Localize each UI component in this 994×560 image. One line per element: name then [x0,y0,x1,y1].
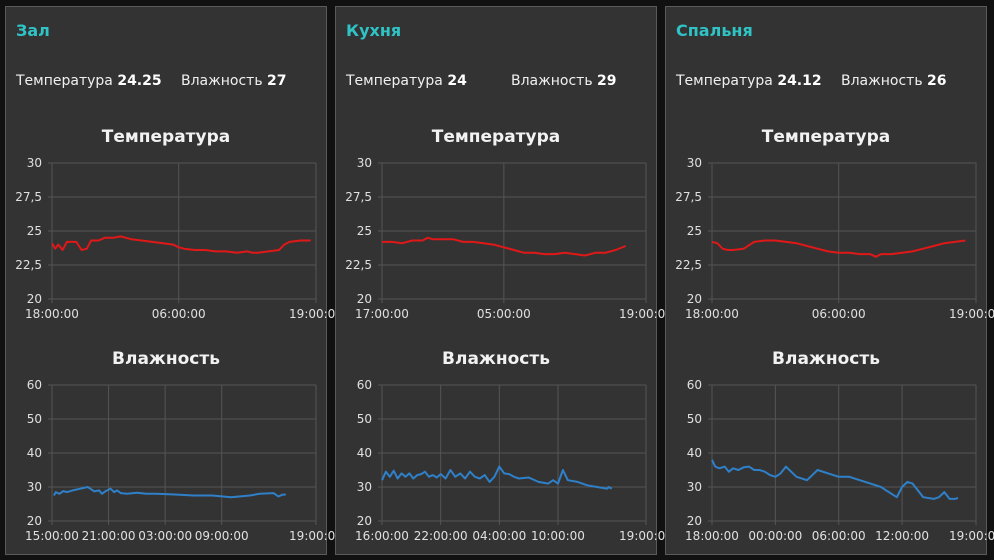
x-tick-label: 12:00:00 [875,529,929,543]
series-line [711,239,966,258]
y-tick-label: 60 [27,378,42,392]
x-tick-label: 18:00:00 [685,307,739,321]
y-tick-label: 22,5 [15,258,42,272]
y-tick-label: 27,5 [345,190,372,204]
humidity-reading: Влажность 29 [511,73,617,89]
y-tick-label: 50 [27,412,42,426]
temperature-reading: Температура 24.25 [16,73,162,89]
y-tick-label: 25 [687,224,702,238]
y-tick-label: 50 [357,412,372,426]
y-tick-label: 20 [27,514,42,528]
x-tick-label: 06:00:00 [812,529,866,543]
panel-title: Спальня [676,21,753,40]
y-tick-label: 60 [687,378,702,392]
x-tick-label: 18:00:00 [25,307,79,321]
x-tick-label: 21:00:00 [82,529,136,543]
x-tick-label: 15:00:00 [25,529,79,543]
y-tick-label: 40 [27,446,42,460]
x-tick-label: 09:00:00 [195,529,249,543]
humidity-value: 29 [597,73,617,89]
y-tick-label: 30 [357,156,372,170]
y-tick-label: 20 [687,514,702,528]
temperature-value: 24 [447,73,467,89]
x-tick-label: 19:00:00 [949,529,994,543]
series-line [382,236,627,257]
x-tick-label: 19:00:00 [949,307,994,321]
y-tick-label: 20 [687,292,702,306]
room-panel-hall: Зал Температура 24.25 Влажность 27 Темпе… [5,6,343,555]
y-tick-label: 30 [357,480,372,494]
temperature-chart: 20 22,5 25 27,5 30 18:00:00 06:00:00 19:00:00 [675,156,994,321]
temperature-value: 24.12 [777,73,822,89]
temperature-label: Температура [346,73,443,89]
temperature-chart: 20 22,5 25 27,5 30 18:00:00 06:00:00 19:00:00 [15,156,343,321]
x-tick-label: 06:00:00 [152,307,206,321]
y-tick-label: 27,5 [15,190,42,204]
x-tick-label: 00:00:00 [748,529,802,543]
y-tick-label: 22,5 [345,258,372,272]
y-tick-label: 25 [357,224,372,238]
x-tick-label: 19:00:00 [289,307,343,321]
y-tick-label: 27,5 [675,190,702,204]
x-tick-label: 04:00:00 [472,529,526,543]
humidity-chart: 20 30 40 50 60 18:00:00 00:00:00 06:00:00 12:00:… [685,378,994,543]
x-tick-label: 06:00:00 [812,307,866,321]
humidity-label: Влажность [181,73,263,89]
y-tick-label: 22,5 [675,258,702,272]
humidity-reading: Влажность 27 [181,73,287,89]
y-tick-label: 50 [687,412,702,426]
temperature-value: 24.25 [117,73,162,89]
y-tick-label: 20 [27,292,42,306]
panel-title: Зал [16,21,50,40]
y-tick-label: 40 [357,446,372,460]
x-tick-label: 16:00:00 [355,529,409,543]
y-tick-label: 20 [357,514,372,528]
temperature-reading: Температура 24 [346,73,467,89]
y-tick-label: 30 [27,480,42,494]
x-tick-label: 19:00:00 [619,529,673,543]
x-tick-label: 19:00:00 [289,529,343,543]
humidity-chart-title: Влажность [772,349,880,369]
humidity-chart-title: Влажность [112,349,220,369]
x-tick-label: 18:00:00 [685,529,739,543]
humidity-reading: Влажность 26 [841,73,947,89]
temperature-reading: Температура 24.12 [676,73,822,89]
y-tick-label: 20 [357,292,372,306]
temperature-chart-title: Температура [761,127,891,147]
room-panel-kitchen: Кухня Температура 24 Влажность 29 Темпер… [335,6,673,555]
temperature-label: Температура [16,73,113,89]
y-tick-label: 60 [357,378,372,392]
x-tick-label: 17:00:00 [355,307,409,321]
x-tick-label: 22:00:00 [414,529,468,543]
y-tick-label: 40 [687,446,702,460]
panel-title: Кухня [346,21,402,40]
x-tick-label: 10:00:00 [531,529,585,543]
temperature-chart: 20 22,5 25 27,5 30 17:00:00 05:00:00 19:00:00 [345,156,673,321]
humidity-value: 26 [927,73,947,89]
series-line [51,235,311,254]
temperature-chart-title: Температура [431,127,561,147]
y-tick-label: 30 [687,156,702,170]
x-tick-label: 19:00:00 [619,307,673,321]
x-tick-label: 03:00:00 [138,529,192,543]
series-line [711,459,959,500]
x-tick-label: 05:00:00 [477,307,531,321]
y-tick-label: 30 [27,156,42,170]
temperature-chart-title: Температура [101,127,231,147]
humidity-chart-title: Влажность [442,349,550,369]
series-line [53,486,286,499]
humidity-label: Влажность [511,73,593,89]
humidity-value: 27 [267,73,287,89]
y-tick-label: 25 [27,224,42,238]
humidity-chart: 20 30 40 50 60 16:00:00 22:00:00 04:00:00 10:00:… [355,378,673,543]
humidity-label: Влажность [841,73,923,89]
series-line [381,465,613,490]
room-panel-bedroom: Спальня Температура 24.12 Влажность 26 Т… [665,6,994,555]
temperature-label: Температура [676,73,773,89]
y-tick-label: 30 [687,480,702,494]
humidity-chart: 20 30 40 50 60 15:00:00 21:00:00 03:00:00 09:00:… [25,378,343,543]
